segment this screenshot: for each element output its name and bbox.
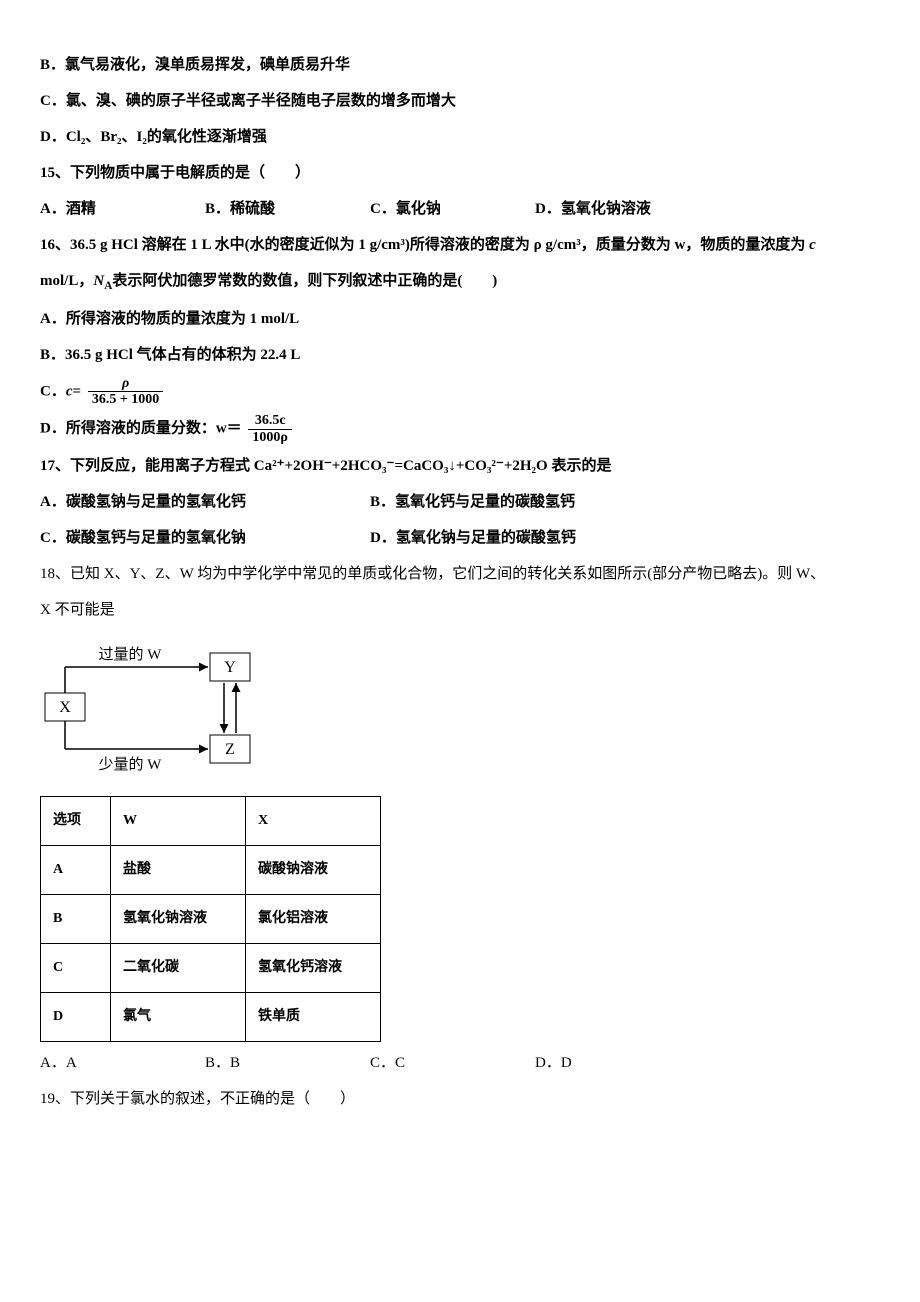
q17-opt-c: C．碳酸氢钙与足量的氢氧化钠 [40,523,370,553]
q18-diagram: X Y Z 过量的 W 少量的 W [40,635,880,786]
q16-stem-line1: 16、36.5 g HCl 溶解在 1 L 水中(水的密度近似为 1 g/cm³… [40,230,880,260]
q18-opt-d: D．D [535,1048,700,1078]
q18-opt-c: C．C [370,1048,535,1078]
q16-na: N [93,273,104,289]
diagram-few: 少量的 W [99,756,163,773]
cell-d: D [41,993,111,1042]
diagram-z-label: Z [225,741,235,758]
cell-b-x: 氯化铝溶液 [246,895,381,944]
q17-row2: C．碳酸氢钙与足量的氢氧化钠 D．氢氧化钠与足量的碳酸氢钙 [40,523,880,553]
q17-stem2: =CaCO₃↓+ [394,458,464,474]
q14-opt-d: D．Cl₂、Br₂、I₂的氧化性逐渐增强 [40,122,880,152]
q16-opt-d: D．所得溶液的质量分数：w＝ 36.5c 1000ρ [40,413,880,445]
th-w: W [111,797,246,846]
q15-opt-b: B．稀硫酸 [205,194,370,224]
q17-row1: A．碳酸氢钠与足量的氢氧化钙 B．氢氧化钙与足量的碳酸氢钙 [40,487,880,517]
q16-c-den: 36.5 + 1000 [88,392,163,407]
th-x: X [246,797,381,846]
q16-d-label: D．所得溶液的质量分数：w＝ [40,421,242,437]
q15-opt-d: D．氢氧化钠溶液 [535,194,700,224]
table-row: 选项 W X [41,797,381,846]
q19-stem: 19、下列关于氯水的叙述，不正确的是（ ） [40,1084,880,1114]
q16-d-den: 1000ρ [248,430,292,445]
q14-opt-c: C．氯、溴、碘的原子半径或离子半径随电子层数的增多而增大 [40,86,880,116]
q17-stem1: 17、下列反应，能用离子方程式 Ca²⁺+2OH⁻+2 [40,458,348,474]
q17-stem: 17、下列反应，能用离子方程式 Ca²⁺+2OH⁻+2HCO₃⁻=CaCO₃↓+… [40,451,880,481]
cell-c-w: 二氧化碳 [111,944,246,993]
q16-stem1: 16、36.5 g HCl 溶解在 1 L 水中(水的密度近似为 1 g/cm³… [40,237,809,253]
q18-diagram-svg: X Y Z 过量的 W 少量的 W [40,635,270,775]
q16-c-num: ρ [88,376,163,392]
table-row: C 二氧化碳 氢氧化钙溶液 [41,944,381,993]
cell-b: B [41,895,111,944]
table-row: B 氢氧化钠溶液 氯化铝溶液 [41,895,381,944]
q18-table: 选项 W X A 盐酸 碳酸钠溶液 B 氢氧化钠溶液 氯化铝溶液 C 二氧化碳 … [40,796,381,1042]
q17-hco3: HCO₃⁻ [348,458,395,474]
q17-stem3: +2H₂O 表示的是 [504,458,612,474]
q16-c-eq: = [73,383,82,399]
cell-a-x: 碳酸钠溶液 [246,846,381,895]
diagram-y-label: Y [224,659,236,676]
cell-c: C [41,944,111,993]
q14-opt-b: B．氯气易液化，溴单质易挥发，碘单质易升华 [40,50,880,80]
q15-opt-c: C．氯化钠 [370,194,535,224]
q16-mol: mol/L， [40,273,93,289]
q18-options: A．A B．B C．C D．D [40,1048,880,1078]
th-option: 选项 [41,797,111,846]
q16-d-num: 36.5c [248,413,292,429]
q18-stem-line1: 18、已知 X、Y、Z、W 均为中学化学中常见的单质或化合物，它们之间的转化关系… [40,559,880,589]
q16-c-label: C． [40,383,66,399]
q16-stem-line2: mol/L，NA表示阿伏加德罗常数的数值，则下列叙述中正确的是( ) [40,266,880,298]
q16-stem3: 表示阿伏加德罗常数的数值，则下列叙述中正确的是( ) [112,273,497,289]
q16-opt-a: A．所得溶液的物质的量浓度为 1 mol/L [40,304,880,334]
q17-opt-d: D．氢氧化钠与足量的碳酸氢钙 [370,523,700,553]
q16-opt-c: C．c= ρ 36.5 + 1000 [40,376,880,408]
table-row: A 盐酸 碳酸钠溶液 [41,846,381,895]
q18-stem-line2: X 不可能是 [40,595,880,625]
q16-c-lhs: c [66,383,73,399]
cell-a: A [41,846,111,895]
diagram-excess: 过量的 W [99,646,163,663]
q16-c-frac: ρ 36.5 + 1000 [88,376,163,408]
cell-c-x: 氢氧化钙溶液 [246,944,381,993]
cell-d-w: 氯气 [111,993,246,1042]
q17-opt-b: B．氢氧化钙与足量的碳酸氢钙 [370,487,700,517]
q16-d-frac: 36.5c 1000ρ [248,413,292,445]
q17-opt-a: A．碳酸氢钠与足量的氢氧化钙 [40,487,370,517]
q15-stem: 15、下列物质中属于电解质的是（ ） [40,158,880,188]
cell-d-x: 铁单质 [246,993,381,1042]
q16-opt-b: B．36.5 g HCl 气体占有的体积为 22.4 L [40,340,880,370]
q18-opt-b: B．B [205,1048,370,1078]
q18-opt-a: A．A [40,1048,205,1078]
diagram-x-label: X [59,699,71,716]
cell-b-w: 氢氧化钠溶液 [111,895,246,944]
q16-c-num-txt: ρ [122,376,129,391]
cell-a-w: 盐酸 [111,846,246,895]
q15-opt-a: A．酒精 [40,194,205,224]
q15-options: A．酒精 B．稀硫酸 C．氯化钠 D．氢氧化钠溶液 [40,194,880,224]
q16-var-c: c [809,237,816,253]
q17-co3: CO₃²⁻ [464,458,503,474]
table-row: D 氯气 铁单质 [41,993,381,1042]
